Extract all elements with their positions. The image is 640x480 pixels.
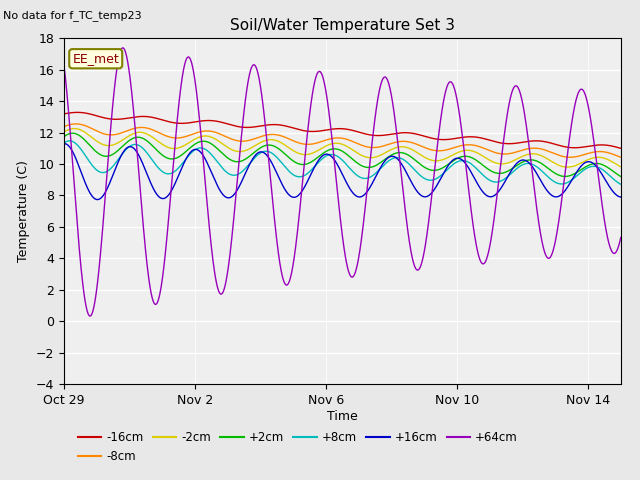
Text: No data for f_TC_temp23: No data for f_TC_temp23 — [3, 10, 142, 21]
Title: Soil/Water Temperature Set 3: Soil/Water Temperature Set 3 — [230, 18, 455, 33]
Y-axis label: Temperature (C): Temperature (C) — [17, 160, 30, 262]
Text: EE_met: EE_met — [72, 52, 119, 65]
Legend: -16cm, -8cm, -2cm, +2cm, +8cm, +16cm, +64cm: -16cm, -8cm, -2cm, +2cm, +8cm, +16cm, +6… — [73, 427, 523, 468]
X-axis label: Time: Time — [327, 409, 358, 422]
